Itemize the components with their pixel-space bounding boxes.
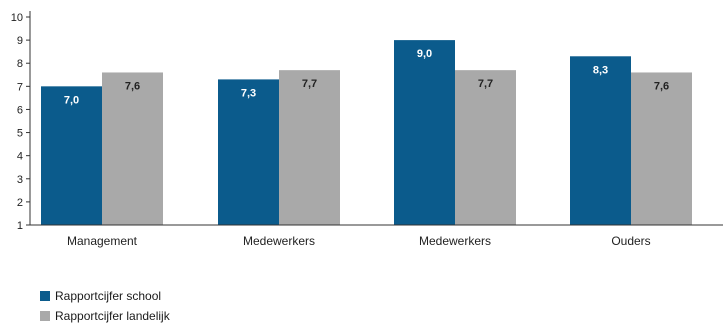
data-label: 9,0 (417, 48, 432, 60)
y-tick-label: 6 (17, 104, 23, 116)
x-category-label: Medewerkers (419, 234, 491, 248)
y-tick-label: 5 (17, 128, 23, 140)
y-tick-label: 1 (17, 220, 23, 232)
x-axis: Management Medewerkers Medewerkers Ouders (30, 224, 723, 248)
bar-landelijk (102, 72, 163, 225)
bar-school (41, 86, 102, 225)
legend-label-landelijk: Rapportcijfer landelijk (55, 309, 170, 323)
data-label: 7,3 (241, 87, 256, 99)
bar-school (218, 79, 279, 226)
bar-school (570, 56, 631, 226)
data-label: 7,0 (64, 94, 79, 106)
legend-item-landelijk: Rapportcijfer landelijk (40, 306, 170, 326)
x-category-label: Management (67, 234, 138, 248)
legend-swatch-landelijk (40, 311, 50, 321)
legend-swatch-school (40, 291, 50, 301)
data-label: 7,7 (302, 78, 317, 90)
y-tick-label: 2 (17, 197, 23, 209)
data-label: 7,6 (125, 80, 140, 92)
y-tick-label: 4 (17, 151, 23, 163)
y-tick-label: 7 (17, 81, 23, 93)
y-tick-label: 10 (11, 12, 23, 24)
bar-landelijk (631, 72, 692, 225)
x-category-label: Medewerkers (243, 234, 315, 248)
y-tick-label: 8 (17, 58, 23, 70)
legend-item-school: Rapportcijfer school (40, 286, 170, 306)
bars: 7,0 7,6 7,3 7,7 9,0 7,7 8,3 7,6 (41, 40, 692, 226)
x-category-label: Ouders (611, 234, 650, 248)
legend: Rapportcijfer school Rapportcijfer lande… (40, 286, 170, 326)
y-tick-label: 3 (17, 174, 23, 186)
y-tick-label: 9 (17, 35, 23, 47)
data-label: 8,3 (593, 64, 608, 76)
bar-school (394, 40, 455, 225)
y-axis: 1 2 3 4 5 6 7 8 9 10 (11, 11, 31, 232)
data-label: 7,7 (478, 78, 493, 90)
data-label: 7,6 (654, 80, 669, 92)
bar-landelijk (455, 70, 516, 226)
bar-landelijk (279, 70, 340, 226)
legend-label-school: Rapportcijfer school (55, 289, 162, 303)
